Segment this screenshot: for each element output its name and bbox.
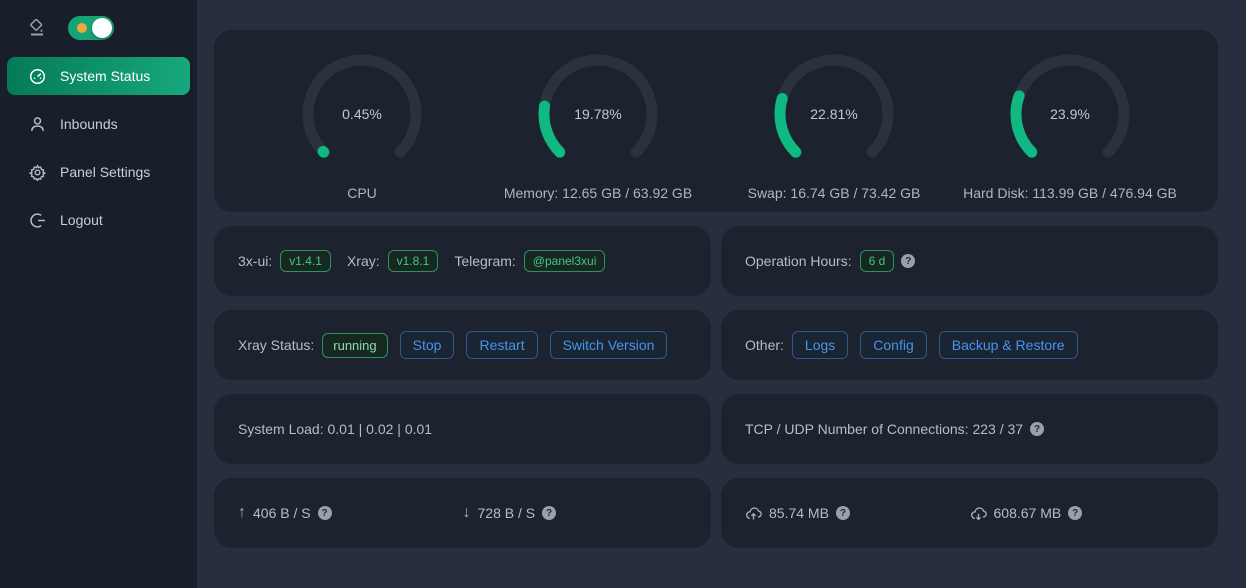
logs-button[interactable]: Logs <box>791 331 849 359</box>
stop-button[interactable]: Stop <box>399 331 455 359</box>
sidebar-item-label: System Status <box>60 68 151 84</box>
main-content: 0.45% CPU 19.78% Memory: 12.65 GB / 63.9… <box>197 0 1246 588</box>
total-upload-value: 85.74 MB <box>769 505 829 521</box>
sidebar-item-panel-settings[interactable]: Panel Settings <box>7 153 190 191</box>
total-download: 608.67 MB ? <box>970 505 1195 522</box>
gauge-cpu: 0.45% CPU <box>244 54 480 201</box>
memory-gauge-dial: 19.78% <box>538 54 658 174</box>
sidebar: System Status Inbounds <box>0 0 197 588</box>
xray-status-label: Xray Status: <box>238 337 315 353</box>
row-versions: 3x-ui: v1.4.1 Xray: v1.8.1 Telegram: @pa… <box>214 226 1218 296</box>
resource-gauges-card: 0.45% CPU 19.78% Memory: 12.65 GB / 63.9… <box>214 30 1218 212</box>
cpu-gauge-dial: 0.45% <box>302 54 422 174</box>
xray-label: Xray: <box>346 253 380 269</box>
sidebar-item-system-status[interactable]: System Status <box>7 57 190 95</box>
sidebar-menu: System Status Inbounds <box>0 52 197 244</box>
switch-version-button[interactable]: Switch Version <box>549 331 668 359</box>
row-network: ↑ 406 B / S ? ↓ 728 B / S ? <box>214 478 1218 548</box>
swap-gauge-dial: 22.81% <box>774 54 894 174</box>
xui-label: 3x-ui: <box>238 253 273 269</box>
help-icon[interactable]: ? <box>1030 422 1045 436</box>
network-total-card: 85.74 MB ? 608.67 MB ? <box>721 478 1218 548</box>
row-load: System Load: 0.01 | 0.02 | 0.01 TCP / UD… <box>214 394 1218 464</box>
help-icon[interactable]: ? <box>317 506 332 520</box>
dark-mode-toggle[interactable] <box>68 16 114 40</box>
backup-restore-button[interactable]: Backup & Restore <box>938 331 1078 359</box>
version-info-card: 3x-ui: v1.4.1 Xray: v1.8.1 Telegram: @pa… <box>214 226 711 296</box>
gear-icon <box>29 163 46 181</box>
download-speed: ↓ 728 B / S ? <box>463 504 688 522</box>
telegram-label: Telegram: <box>454 253 516 269</box>
xray-status-card: Xray Status: running Stop Restart Switch… <box>214 310 711 380</box>
config-button[interactable]: Config <box>860 331 927 359</box>
network-speed-card: ↑ 406 B / S ? ↓ 728 B / S ? <box>214 478 711 548</box>
swap-gauge-label: Swap: 16.74 GB / 73.42 GB <box>747 185 921 201</box>
operation-hours-card: Operation Hours: 6 d ? <box>721 226 1218 296</box>
help-icon[interactable]: ? <box>901 254 916 268</box>
user-icon <box>29 116 46 133</box>
operation-hours-label: Operation Hours: <box>745 253 852 269</box>
toggle-knob <box>92 18 112 38</box>
cloud-download-icon <box>970 505 987 522</box>
hard-disk-gauge-value: 23.9% <box>1050 106 1090 122</box>
system-load-card: System Load: 0.01 | 0.02 | 0.01 <box>214 394 711 464</box>
logout-icon <box>29 212 46 229</box>
cpu-gauge-label: CPU <box>347 185 377 201</box>
arrow-up-icon: ↑ <box>238 504 246 521</box>
sidebar-item-inbounds[interactable]: Inbounds <box>7 105 190 143</box>
download-speed-value: 728 B / S <box>477 505 536 521</box>
theme-icon <box>28 19 46 37</box>
other-label: Other: <box>745 337 784 353</box>
other-actions-card: Other: Logs Config Backup & Restore <box>721 310 1218 380</box>
xui-version-tag: v1.4.1 <box>280 250 331 272</box>
hard-disk-gauge-dial: 23.9% <box>1010 54 1130 174</box>
upload-speed: ↑ 406 B / S ? <box>238 504 463 522</box>
sidebar-item-logout[interactable]: Logout <box>7 201 190 239</box>
sidebar-item-label: Panel Settings <box>60 164 151 180</box>
memory-gauge-label: Memory: 12.65 GB / 63.92 GB <box>503 185 693 201</box>
help-icon[interactable]: ? <box>542 506 557 520</box>
arrow-down-icon: ↓ <box>462 504 471 521</box>
xray-version-tag: v1.8.1 <box>387 250 439 272</box>
gauge-memory: 19.78% Memory: 12.65 GB / 63.92 GB <box>480 54 716 201</box>
hard-disk-gauge-label: Hard Disk: 113.99 GB / 476.94 GB <box>963 185 1177 201</box>
operation-hours-tag: 6 d <box>859 250 895 272</box>
sidebar-theme-row <box>0 12 197 52</box>
sidebar-item-label: Inbounds <box>60 116 118 132</box>
total-upload: 85.74 MB ? <box>745 505 970 522</box>
sun-icon <box>77 23 87 33</box>
telegram-handle-tag[interactable]: @panel3xui <box>523 250 606 272</box>
cpu-gauge-value: 0.45% <box>342 106 382 122</box>
xray-status-badge: running <box>322 332 388 358</box>
gauge-swap: 22.81% Swap: 16.74 GB / 73.42 GB <box>716 54 952 201</box>
total-download-value: 608.67 MB <box>993 505 1062 521</box>
help-icon[interactable]: ? <box>835 506 850 520</box>
upload-speed-value: 406 B / S <box>253 505 311 521</box>
sidebar-item-label: Logout <box>60 212 103 228</box>
cloud-upload-icon <box>745 505 762 522</box>
help-icon[interactable]: ? <box>1068 506 1083 520</box>
gauge-hard-disk: 23.9% Hard Disk: 113.99 GB / 476.94 GB <box>952 54 1188 201</box>
row-xray-status: Xray Status: running Stop Restart Switch… <box>214 310 1218 380</box>
swap-gauge-value: 22.81% <box>810 106 858 122</box>
memory-gauge-value: 19.78% <box>574 106 622 122</box>
restart-button[interactable]: Restart <box>466 331 538 359</box>
connections-text: TCP / UDP Number of Connections: 223 / 3… <box>745 421 1024 437</box>
connections-card: TCP / UDP Number of Connections: 223 / 3… <box>721 394 1218 464</box>
dashboard-icon <box>29 68 46 85</box>
system-load-text: System Load: 0.01 | 0.02 | 0.01 <box>238 421 433 437</box>
